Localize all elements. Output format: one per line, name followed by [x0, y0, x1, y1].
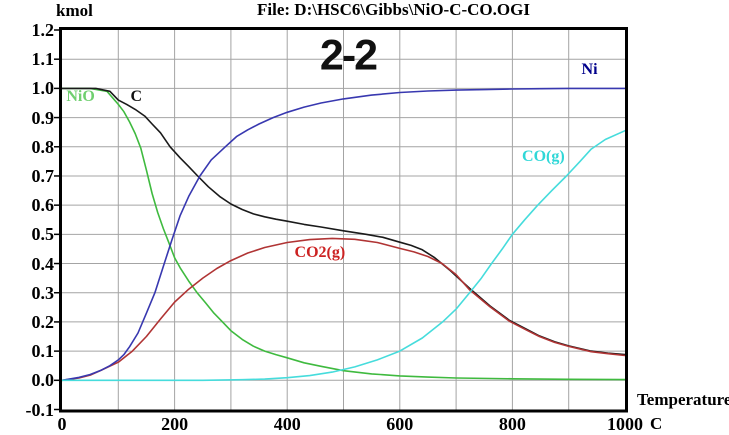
- plot-border: [59, 27, 628, 413]
- y-tick-label-0.8: 0.8: [31, 136, 55, 157]
- curve-label-CO2(g): CO2(g): [294, 244, 346, 262]
- y-tick-label-0.9: 0.9: [31, 107, 55, 128]
- y-tick-label-0.6: 0.6: [31, 195, 55, 216]
- y-tick-label-0.2: 0.2: [31, 311, 55, 332]
- curve-label-CO(g): CO(g): [522, 147, 565, 165]
- y-tick-label-1.1: 1.1: [31, 49, 55, 70]
- x-tick-label-0: 0: [57, 414, 67, 434]
- y-tick-label-0.1: 0.1: [31, 341, 55, 362]
- x-axis-unit-label: C: [650, 414, 663, 433]
- y-tick-label-0.5: 0.5: [31, 224, 55, 245]
- y-tick-label-0.7: 0.7: [31, 165, 55, 186]
- series-curve-CO(g): [61, 129, 626, 382]
- x-tick-label-1000: 1000: [607, 414, 643, 434]
- y-tick-label-0.0: 0.0: [31, 370, 55, 391]
- y-tick-label-0.3: 0.3: [31, 282, 55, 303]
- series-curve-CO2(g): [61, 237, 626, 382]
- x-tick-label-200: 200: [161, 414, 189, 434]
- x-tick-label-600: 600: [386, 414, 414, 434]
- curve-label-C: C: [130, 88, 143, 106]
- x-tick-label-400: 400: [273, 414, 301, 434]
- y-tick-label-1.2: 1.2: [31, 20, 55, 40]
- x-tick-label-800: 800: [498, 414, 526, 434]
- series-curve-Ni: [61, 87, 626, 382]
- y-tick-label--0.1: -0.1: [25, 399, 55, 420]
- annotation-label: 2-2: [319, 31, 378, 80]
- file-title: File: D:\HSC6\Gibbs\NiO-C-CO.OGI: [257, 0, 530, 19]
- y-axis-unit-label: kmol: [56, 1, 93, 20]
- y-tick-label-0.4: 0.4: [31, 253, 55, 274]
- curve-label-Ni: Ni: [581, 60, 598, 78]
- series-curve-NiO: [61, 87, 626, 381]
- curve-label-NiO: NiO: [66, 87, 95, 105]
- x-axis-title: Temperature: [637, 390, 729, 409]
- y-tick-label-1.0: 1.0: [31, 78, 55, 99]
